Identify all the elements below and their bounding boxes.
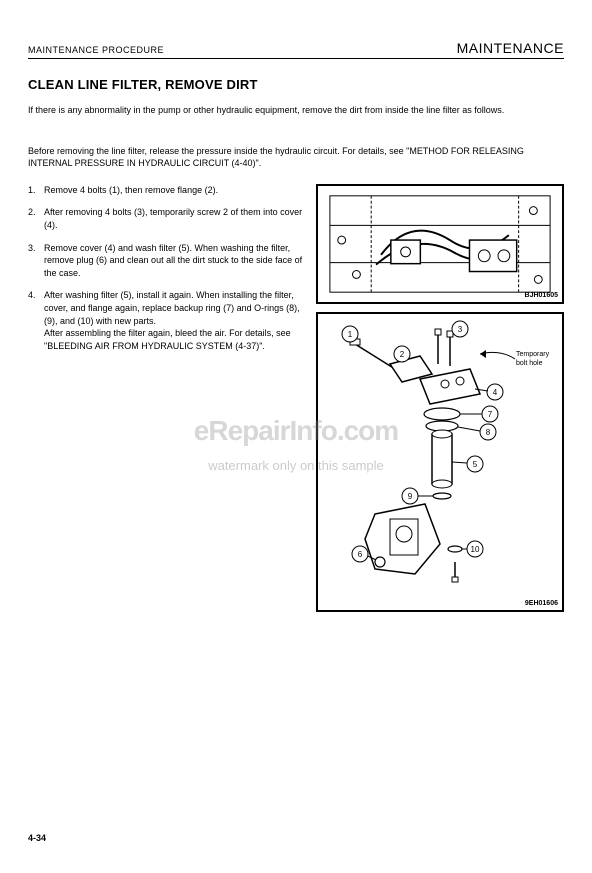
schematic-top-icon — [318, 186, 562, 302]
page-header: MAINTENANCE PROCEDURE MAINTENANCE — [28, 40, 564, 59]
balloon-7: 7 — [488, 410, 493, 419]
figure-1: BJH01605 — [316, 184, 564, 304]
step-number: 2. — [28, 206, 44, 231]
step-text: After washing filter (5), install it aga… — [44, 289, 306, 352]
step-text: Remove cover (4) and wash filter (5). Wh… — [44, 242, 306, 280]
temporary-bolt-hole-label: Temporary — [516, 351, 550, 358]
steps-column: 1. Remove 4 bolts (1), then remove flang… — [28, 184, 306, 612]
balloon-8: 8 — [486, 428, 491, 437]
pre-note: Before removing the line filter, release… — [28, 145, 564, 170]
step-item: 2. After removing 4 bolts (3), temporari… — [28, 206, 306, 231]
page-number: 4-34 — [28, 833, 46, 843]
steps-list: 1. Remove 4 bolts (1), then remove flang… — [28, 184, 306, 353]
header-left: MAINTENANCE PROCEDURE — [28, 45, 164, 55]
figure-2-code: 9EH01606 — [525, 600, 558, 607]
figures-column: BJH01605 1 2 3 — [316, 184, 564, 612]
intro-paragraph: If there is any abnormality in the pump … — [28, 104, 564, 117]
content-row: 1. Remove 4 bolts (1), then remove flang… — [28, 184, 564, 612]
balloon-1: 1 — [348, 330, 353, 339]
svg-text:bolt hole: bolt hole — [516, 360, 543, 367]
balloon-9: 9 — [408, 492, 413, 501]
step-text: Remove 4 bolts (1), then remove flange (… — [44, 184, 306, 197]
balloon-10: 10 — [471, 545, 480, 554]
balloon-5: 5 — [473, 460, 478, 469]
balloon-3: 3 — [458, 325, 463, 334]
step-item: 1. Remove 4 bolts (1), then remove flang… — [28, 184, 306, 197]
figure-1-code: BJH01605 — [525, 292, 558, 299]
exploded-view-icon: 1 2 3 Temporary bolt hole — [318, 314, 562, 610]
balloon-6: 6 — [358, 550, 363, 559]
header-right: MAINTENANCE — [457, 40, 564, 56]
figure-2: 1 2 3 Temporary bolt hole — [316, 312, 564, 612]
section-title: CLEAN LINE FILTER, REMOVE DIRT — [28, 77, 564, 92]
step-number: 3. — [28, 242, 44, 280]
step-item: 4. After washing filter (5), install it … — [28, 289, 306, 352]
step-number: 1. — [28, 184, 44, 197]
step-text: After removing 4 bolts (3), temporarily … — [44, 206, 306, 231]
step-item: 3. Remove cover (4) and wash filter (5).… — [28, 242, 306, 280]
step-number: 4. — [28, 289, 44, 352]
balloon-2: 2 — [400, 350, 405, 359]
balloon-4: 4 — [493, 388, 498, 397]
